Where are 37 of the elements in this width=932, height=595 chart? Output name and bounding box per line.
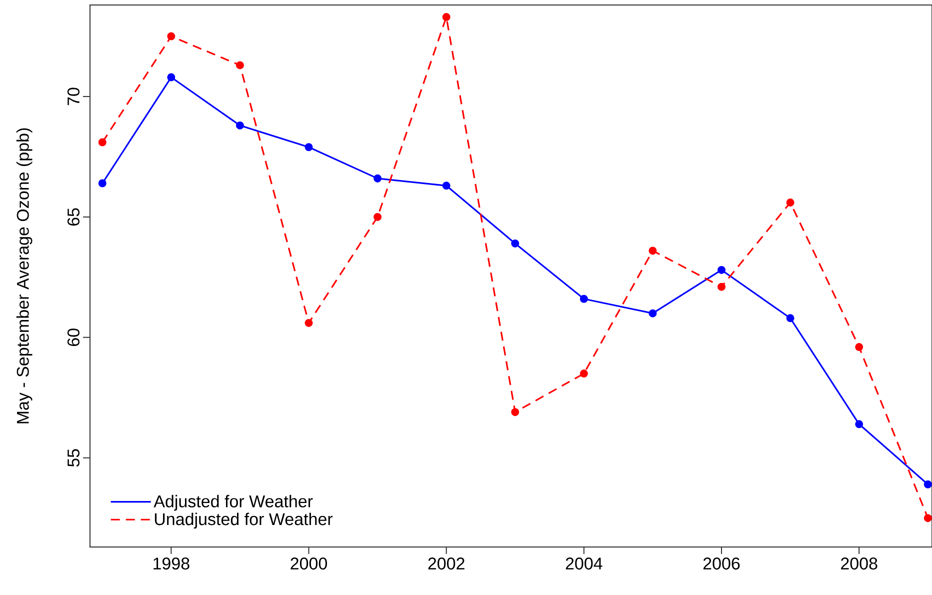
x-tick-label: 2002 [428, 558, 464, 570]
point [442, 13, 450, 22]
point [304, 143, 313, 152]
point [648, 309, 657, 318]
point [98, 138, 106, 146]
x-tick-label: 2006 [703, 558, 740, 570]
x-tick-label: 2000 [290, 558, 327, 570]
point [374, 174, 382, 182]
point [98, 179, 106, 188]
y-axis-title: May - September Average Ozone (ppb) [16, 128, 32, 424]
point [374, 212, 382, 221]
legend-label: Unadjusted for Weather [154, 512, 333, 529]
x-tick-label: 1998 [154, 558, 190, 570]
y-tick-label: 60 [67, 328, 80, 346]
x-tick-label: 2004 [566, 558, 602, 570]
point [718, 266, 726, 274]
legend-label: Adjusted for Weather [154, 494, 313, 511]
point [786, 314, 794, 322]
point [442, 182, 450, 190]
point [580, 294, 588, 303]
point [511, 239, 520, 248]
point [236, 121, 244, 130]
y-tick-label: 65 [67, 208, 80, 226]
point [855, 420, 864, 428]
point [580, 370, 588, 378]
y-tick-label: 70 [67, 88, 80, 106]
point [718, 282, 726, 291]
point [786, 198, 794, 207]
point [304, 318, 313, 327]
point [855, 343, 864, 352]
point [167, 73, 176, 82]
point [511, 408, 520, 416]
point [236, 61, 244, 70]
point [648, 246, 657, 255]
x-tick-label: 2008 [841, 558, 878, 570]
point [167, 32, 176, 40]
y-tick-label: 55 [68, 449, 80, 467]
